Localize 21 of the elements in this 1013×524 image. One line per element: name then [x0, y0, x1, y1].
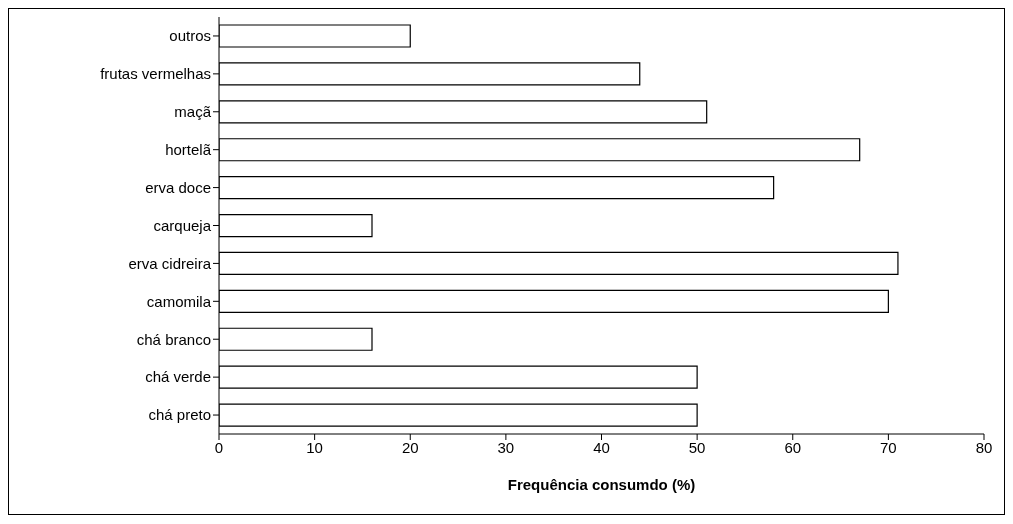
- y-tick-label: hortelã: [165, 141, 212, 159]
- x-tick-label: 20: [401, 438, 419, 456]
- y-tick-label: maçã: [174, 103, 212, 121]
- y-tick-label: chá preto: [148, 406, 211, 424]
- y-tick-label: chá branco: [136, 330, 211, 348]
- y-tick-label: outros: [169, 27, 211, 45]
- x-tick-label: 80: [975, 438, 993, 456]
- y-tick-label: chá verde: [145, 368, 211, 386]
- x-tick-label: 10: [306, 438, 323, 456]
- y-tick-label: camomila: [146, 292, 212, 310]
- y-tick-label: erva doce: [145, 178, 211, 196]
- y-tick-label: frutas vermelhas: [100, 65, 211, 83]
- y-tick-label: carqueja: [153, 216, 212, 234]
- x-tick-label: 30: [497, 438, 515, 456]
- x-tick-label: 60: [784, 438, 802, 456]
- x-tick-label: 0: [214, 438, 224, 456]
- x-tick-label: 50: [688, 438, 706, 456]
- x-tick-label: 40: [593, 438, 610, 456]
- y-tick-label: erva cidreira: [128, 254, 212, 272]
- x-tick-label: 70: [880, 438, 897, 456]
- x-axis-title: Frequência consumdo (%): [507, 476, 696, 493]
